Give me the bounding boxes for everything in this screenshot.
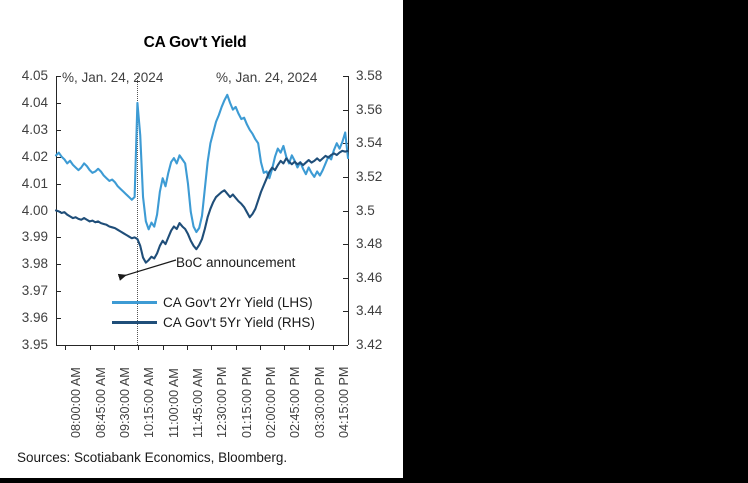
- boc-announcement-label: BoC announcement: [176, 255, 296, 270]
- left-axis-tick-label: 3.95: [21, 337, 48, 352]
- left-axis-tick: [56, 76, 61, 77]
- right-axis-tick: [343, 345, 348, 346]
- right-axis-tick: [343, 76, 348, 77]
- series-line: [54, 149, 350, 264]
- x-axis-tick: [235, 345, 237, 350]
- right-axis-tick: [343, 277, 348, 279]
- left-axis-tick: [56, 156, 61, 158]
- x-axis-tick: [284, 345, 286, 350]
- x-axis-tick-label: 02:00:00 PM: [263, 366, 278, 438]
- x-axis-tick-label: 08:45:00 AM: [93, 367, 108, 438]
- x-axis-tick: [89, 345, 91, 350]
- right-axis-tick: [343, 311, 348, 313]
- plot-area: [54, 76, 350, 350]
- x-axis-tick: [162, 345, 164, 350]
- chart-legend: CA Gov't 2Yr Yield (LHS) CA Gov't 5Yr Yi…: [112, 292, 315, 332]
- right-axis-tick-label: 3.48: [356, 236, 383, 252]
- right-axis-tick: [343, 244, 348, 246]
- right-axis-tick-labels: 3.58 3.56 3.54 3.52 3.5 3.48 3.46 3.44 3.42: [348, 69, 403, 351]
- x-axis-tick: [332, 345, 334, 350]
- right-axis-tick-label: 3.5: [356, 202, 375, 218]
- right-axis-tick-label: 3.44: [356, 303, 383, 319]
- x-axis-tick-label: 04:15:00 PM: [336, 366, 351, 438]
- right-axis-tick: [343, 176, 348, 178]
- source-note: Sources: Scotiabank Economics, Bloomberg…: [17, 450, 288, 465]
- x-axis-tick: [211, 345, 213, 350]
- left-axis-tick-label: 3.96: [21, 310, 48, 326]
- left-axis-tick-label: 4.03: [21, 121, 48, 137]
- legend-swatch-5yr: [112, 320, 157, 324]
- x-axis-tick-label: 12:30:00 PM: [215, 366, 230, 438]
- right-axis-unit-label: %, Jan. 24, 2024: [216, 70, 318, 85]
- x-axis-tick: [113, 345, 115, 350]
- page-title: CA Gov't Yield: [143, 34, 247, 51]
- right-axis-tick-label: 3.56: [356, 101, 383, 117]
- x-axis-tick-label: 09:30:00 AM: [117, 367, 132, 438]
- x-axis-tick-label: 11:00:00 AM: [166, 368, 181, 438]
- x-axis-tick-label: 03:30:00 PM: [312, 366, 327, 438]
- x-axis-tick-label: 11:45:00 AM: [190, 368, 205, 438]
- legend-label-5yr: CA Gov't 5Yr Yield (RHS): [163, 314, 315, 330]
- x-axis-tick-label: 02:45:00 PM: [288, 366, 303, 438]
- left-axis-tick-label: 3.97: [21, 283, 48, 299]
- right-axis-tick-label: 3.54: [356, 135, 383, 151]
- left-axis-tick: [56, 183, 61, 185]
- left-axis-tick-label: 3.98: [21, 256, 48, 272]
- boc-announcement-line: [137, 76, 139, 345]
- left-axis-tick: [56, 318, 61, 320]
- left-axis-tick-label: 4.05: [21, 68, 48, 83]
- legend-swatch-2yr: [112, 300, 157, 304]
- x-axis-tick-label: 08:00:00 AM: [69, 367, 84, 438]
- right-axis-tick: [343, 109, 348, 111]
- left-axis-tick: [56, 264, 61, 266]
- right-axis-line: [348, 76, 349, 345]
- left-axis-tick-label: 4.02: [21, 148, 48, 164]
- x-axis-tick: [259, 345, 261, 350]
- left-axis-tick-label: 4.04: [21, 94, 48, 110]
- annotation-arrow-icon: [117, 259, 177, 281]
- left-axis-tick-label: 3.99: [21, 229, 48, 245]
- left-axis-tick-labels: 4.05 4.04 4.03 4.02 4.01 4.00 3.99 3.98 3.97 3.96…: [0, 69, 56, 351]
- x-axis-tick-label: 10:15:00 AM: [142, 367, 157, 438]
- x-axis-tick: [308, 345, 310, 350]
- legend-item-2yr: CA Gov't 2Yr Yield (LHS): [112, 292, 315, 312]
- legend-item-5yr: CA Gov't 5Yr Yield (RHS): [112, 312, 315, 332]
- right-axis-tick-label: 3.42: [356, 337, 383, 352]
- right-axis-tick-label: 3.46: [356, 269, 383, 285]
- bottom-axis-line: [56, 345, 348, 346]
- left-axis-tick: [56, 291, 61, 293]
- x-axis-tick: [65, 345, 67, 350]
- left-axis-tick: [56, 102, 61, 104]
- left-axis-tick: [56, 237, 61, 239]
- left-axis-tick: [56, 129, 61, 131]
- right-axis-tick-label: 3.52: [356, 168, 383, 184]
- left-axis-tick-label: 4.01: [21, 175, 48, 191]
- right-axis-tick-label: 3.58: [356, 68, 383, 83]
- x-axis-tick-label: 01:15:00 PM: [239, 366, 254, 438]
- left-axis-tick: [56, 345, 61, 346]
- series-lines: [54, 93, 350, 264]
- legend-label-2yr: CA Gov't 2Yr Yield (LHS): [163, 294, 313, 310]
- x-axis-tick: [186, 345, 188, 350]
- left-axis-tick-label: 4.00: [21, 202, 48, 218]
- x-axis-tick: [138, 345, 140, 350]
- x-axis-tick-labels: 08:00:00 AM 08:45:00 AM 09:30:00 AM 10:15:0…: [56, 350, 351, 450]
- chart-panel: CA Gov't Yield %, Jan. 24, 2024 %, Jan. …: [0, 0, 403, 478]
- right-axis-tick: [343, 210, 348, 212]
